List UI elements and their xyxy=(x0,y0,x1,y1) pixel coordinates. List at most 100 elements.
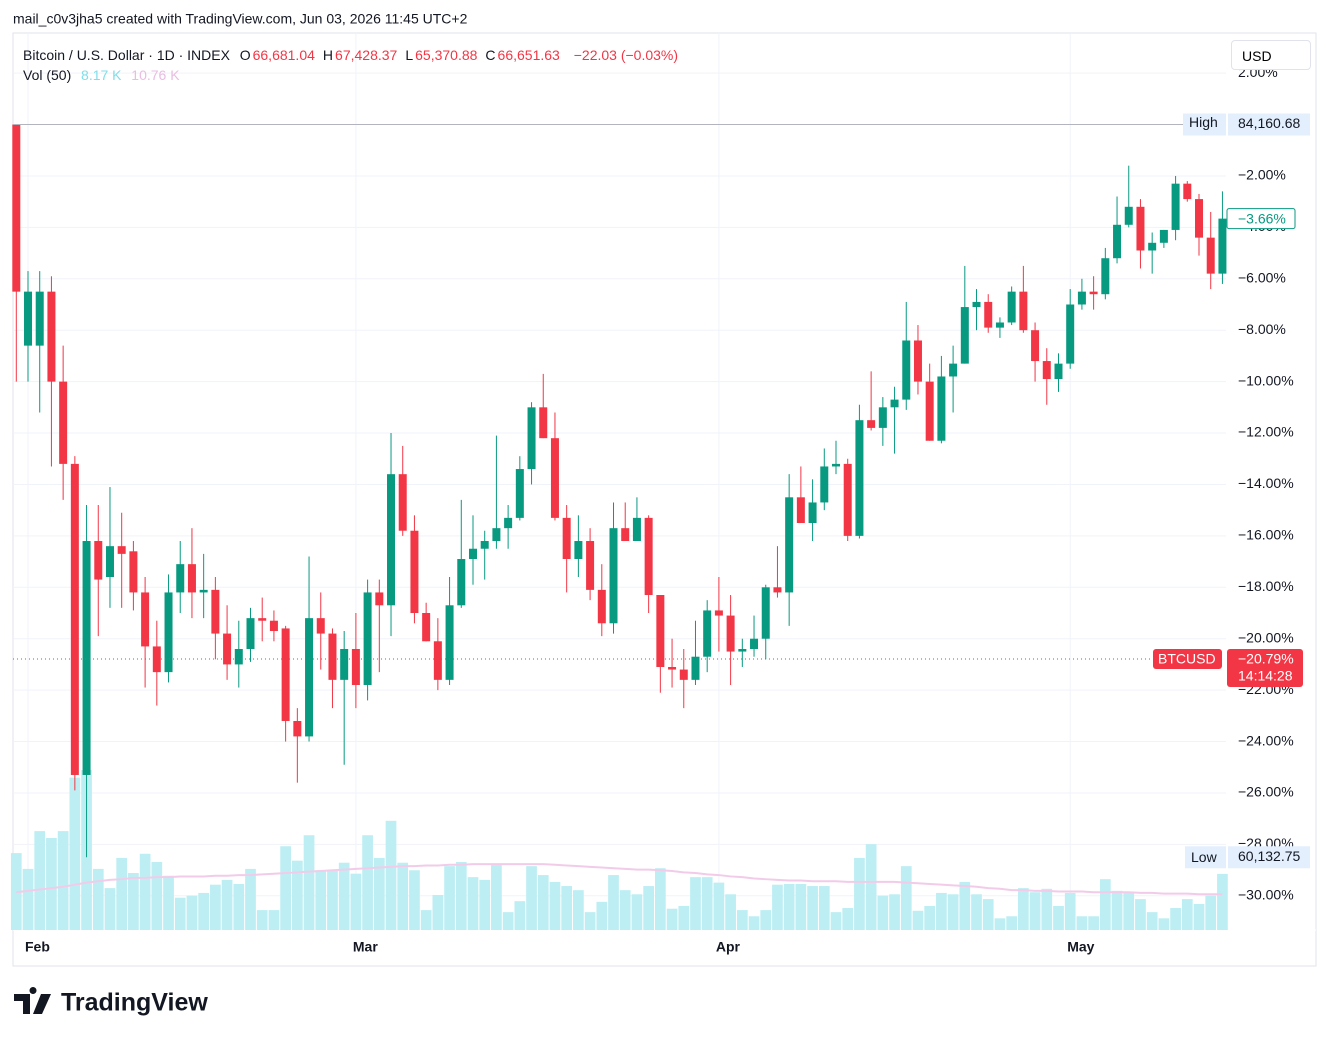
candle-body xyxy=(539,407,548,439)
candle-body xyxy=(445,605,454,680)
close-box xyxy=(1226,208,1296,230)
ohlc: O 66,681.04 H 67,428.37 L 65,370.88 C 66,651.63 xyxy=(240,47,568,63)
low-price-box xyxy=(1228,846,1310,869)
volume-bar xyxy=(186,895,198,930)
volume-bar xyxy=(830,912,842,930)
candle-body xyxy=(632,517,641,542)
volume-bar xyxy=(971,894,982,930)
candle-body xyxy=(433,641,442,680)
y-tick-label: −8.00% xyxy=(1238,321,1286,337)
volume-bar xyxy=(654,868,666,930)
candle-body xyxy=(152,646,161,673)
candle-body xyxy=(12,124,21,292)
volume-bar xyxy=(444,866,455,930)
candle-body xyxy=(293,720,302,737)
volume-bar xyxy=(397,862,409,930)
ohlc-label: O xyxy=(239,47,251,63)
candle-body xyxy=(691,656,700,680)
logo: TradingView xyxy=(14,987,208,1017)
high-box xyxy=(1183,113,1226,136)
volume-bar xyxy=(1193,903,1205,930)
volume-bar xyxy=(514,901,526,930)
volume-bar xyxy=(116,857,128,930)
candle-body xyxy=(832,463,840,467)
volume-bar xyxy=(900,866,912,930)
candle-body xyxy=(1077,291,1086,305)
candle-body xyxy=(1089,291,1098,295)
candle-body xyxy=(1101,258,1110,295)
volume-bar xyxy=(92,868,104,930)
y-tick-label: −16.00% xyxy=(1238,527,1294,543)
ohlc-value: 65,370.88 xyxy=(415,47,478,63)
currency-button[interactable]: USD xyxy=(1231,40,1311,70)
low-box xyxy=(1185,846,1226,869)
candle-body xyxy=(878,407,887,428)
volume-bar xyxy=(936,892,947,930)
volume-bar xyxy=(350,873,362,930)
volume-bar xyxy=(1111,890,1123,930)
y-tick-label: −14.00% xyxy=(1238,475,1294,491)
candle-body xyxy=(164,592,173,673)
x-tick-label: Mar xyxy=(353,939,378,955)
ohlc-value: 66,651.63 xyxy=(497,47,560,63)
volume-bar xyxy=(608,875,619,930)
candle-body xyxy=(176,564,185,593)
candle-body xyxy=(1113,224,1122,259)
volume-bar xyxy=(1099,879,1111,930)
volume-bar xyxy=(584,912,596,930)
candle-body xyxy=(328,633,337,680)
candle-body xyxy=(867,420,876,428)
volume-bar xyxy=(889,894,900,930)
y-tick-label: −6.00% xyxy=(1238,269,1286,285)
volume-bar xyxy=(455,862,467,930)
attribution: mail_c0v3jha5 created with TradingView.c… xyxy=(13,11,468,27)
y-tick-label: −2.00% xyxy=(1238,167,1286,183)
candle-body xyxy=(211,589,220,634)
candle-body xyxy=(351,648,360,685)
volume-bar xyxy=(1146,912,1158,930)
volume-bar xyxy=(221,879,233,930)
price-value: −20.79% xyxy=(1238,651,1294,667)
volume-bar xyxy=(198,892,210,930)
low-price: 60,132.75 xyxy=(1238,848,1300,864)
volume-bar xyxy=(479,879,491,930)
candle-body xyxy=(808,502,817,524)
volume-bar xyxy=(467,877,479,930)
candle-body xyxy=(761,587,770,639)
y-tick-label: −26.00% xyxy=(1238,784,1294,800)
candle-body xyxy=(398,474,407,531)
volume-bar xyxy=(725,894,736,930)
volume-bar xyxy=(854,857,865,930)
volume-bar xyxy=(303,835,315,930)
volume-ma-line xyxy=(16,863,1223,896)
candle-body xyxy=(1206,237,1215,274)
y-tick-label: −10.00% xyxy=(1238,372,1294,388)
ohlc-value: 67,428.37 xyxy=(335,47,398,63)
candle-body xyxy=(422,613,431,642)
price-value-box xyxy=(1227,649,1303,688)
candle-body xyxy=(1218,218,1227,274)
candle-body xyxy=(949,363,958,377)
candle-body xyxy=(105,546,114,578)
volume-bar xyxy=(1170,908,1181,930)
x-tick-label: Apr xyxy=(716,939,741,955)
volume-bar xyxy=(1041,888,1053,930)
volume-bar xyxy=(1006,916,1018,930)
candle-body xyxy=(586,541,595,590)
volume-bar xyxy=(760,910,772,930)
volume-bar xyxy=(1076,916,1088,930)
volume-bar xyxy=(46,837,57,930)
y-tick-label: −20.00% xyxy=(1238,629,1294,645)
candle-body xyxy=(1031,330,1040,362)
candle-body xyxy=(305,618,314,737)
volume-bar xyxy=(537,875,549,930)
ohlc-value: 66,681.04 xyxy=(252,47,315,63)
volume-bar xyxy=(280,846,291,930)
volume-bar xyxy=(748,916,760,930)
volume-bar xyxy=(420,910,432,930)
candle-body xyxy=(972,301,981,308)
candle-body xyxy=(668,666,677,670)
candle-body xyxy=(47,291,56,382)
candle-body xyxy=(82,541,91,775)
candle-body xyxy=(246,618,255,649)
